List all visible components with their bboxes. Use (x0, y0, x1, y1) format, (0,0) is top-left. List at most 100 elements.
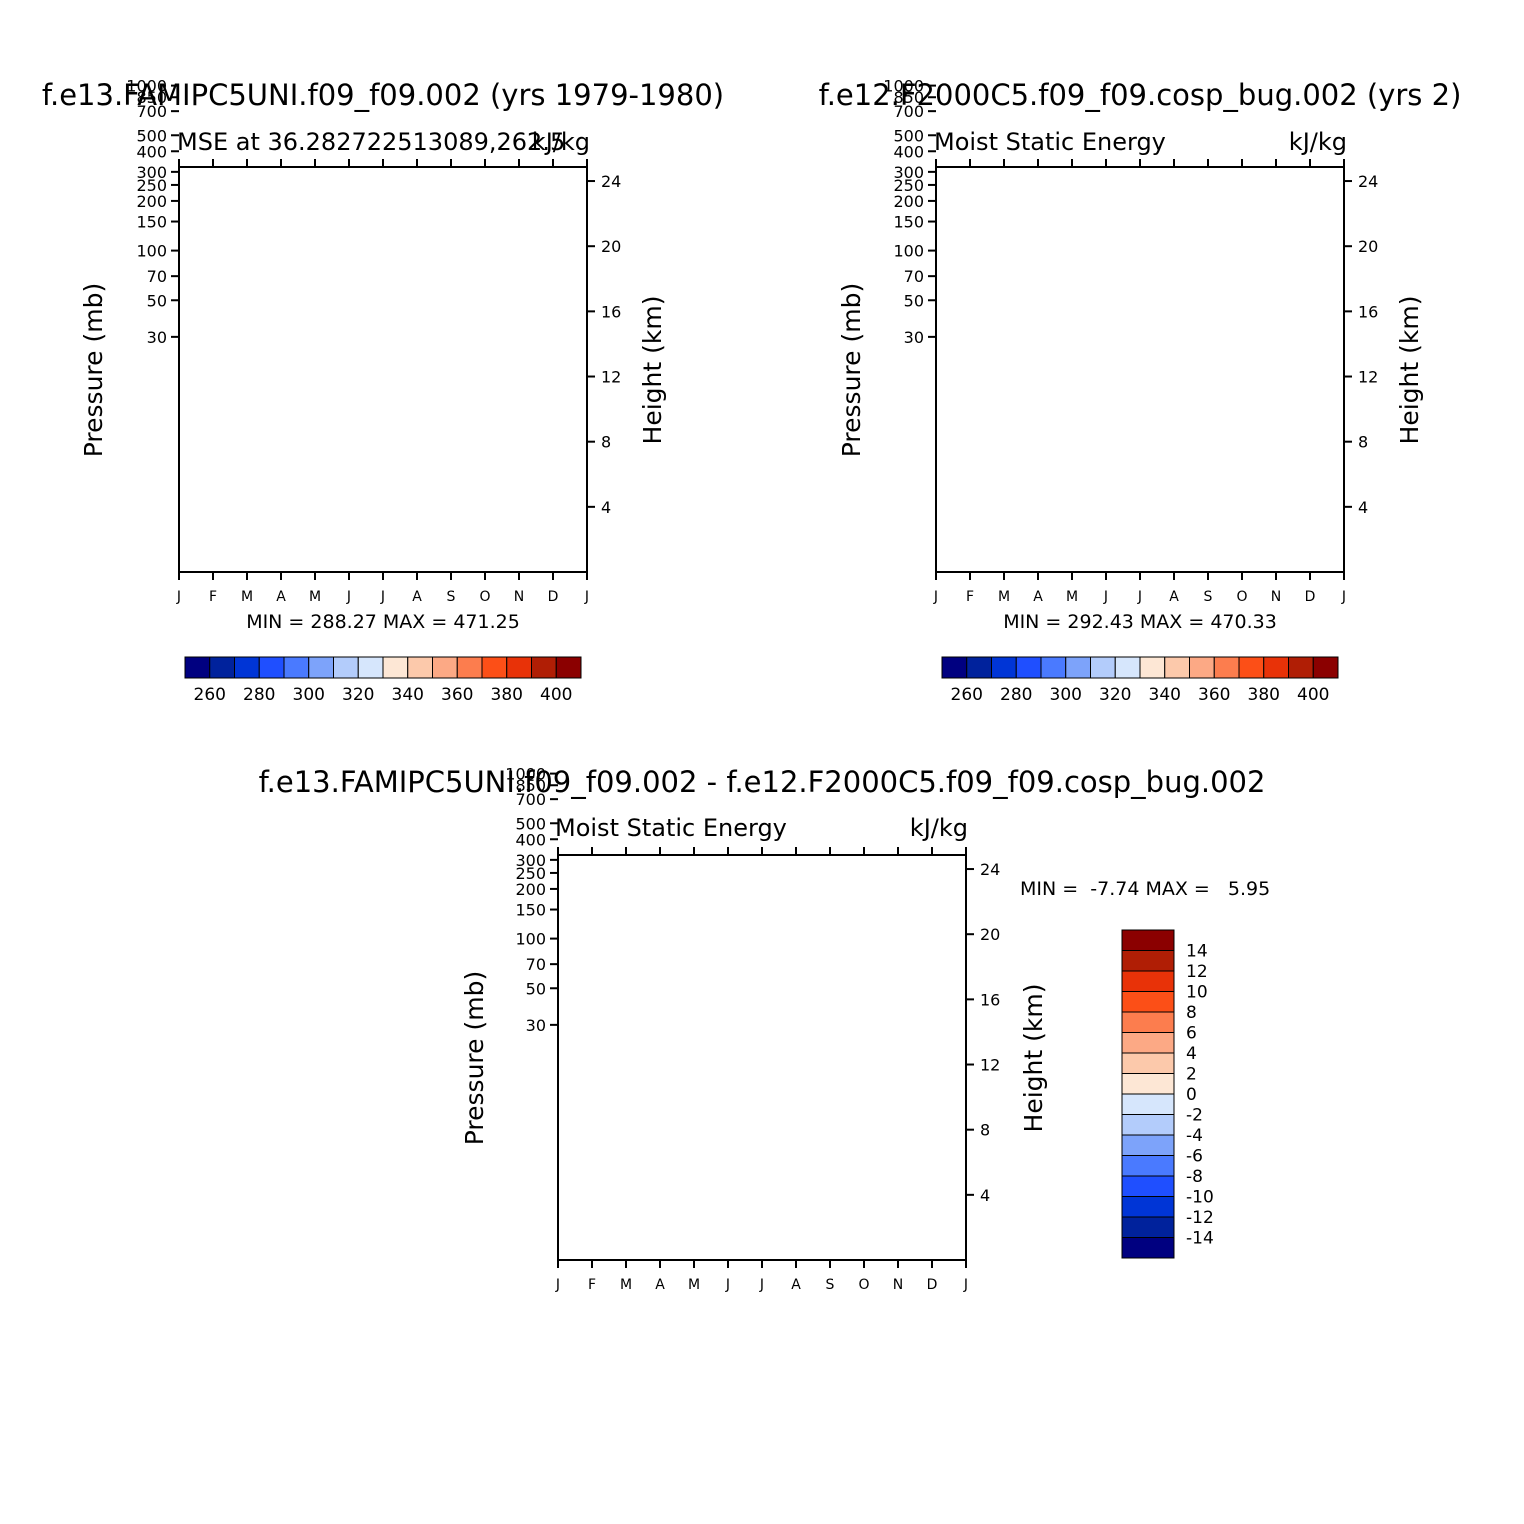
colorbar-label: -4 (1186, 1126, 1203, 1146)
colorbar-label: 320 (342, 685, 374, 705)
y-tick-label: 500 (515, 814, 546, 833)
colorbar-swatch (1121, 1175, 1175, 1197)
y-tick-label: 400 (515, 830, 546, 849)
x-tick-label: A (655, 1277, 665, 1293)
colorbar-label: 400 (540, 685, 572, 705)
x-tick-label: A (1033, 589, 1043, 605)
colorbar-swatch (1121, 1155, 1175, 1177)
colorbar-label: 400 (1297, 685, 1329, 705)
y-tick-label-right: 24 (601, 172, 621, 191)
y-tick-label: 150 (515, 901, 546, 920)
plot-frame (178, 166, 588, 573)
colorbar-swatch (1090, 656, 1116, 679)
colorbar-swatch (1189, 656, 1215, 679)
colorbar-swatch (1121, 950, 1175, 972)
colorbar-swatch (481, 656, 508, 679)
colorbar-swatch (555, 656, 582, 679)
colorbar-swatch (1238, 656, 1265, 679)
y-tick-label: 250 (136, 176, 167, 195)
y-tick-label: 700 (136, 102, 167, 121)
colorbar-label: 320 (1099, 685, 1131, 705)
x-tick-label: J (584, 589, 589, 605)
colorbar-label: 280 (243, 685, 275, 705)
colorbar-swatch (432, 656, 458, 679)
x-tick-label: J (1341, 589, 1346, 605)
y-tick-label: 100 (515, 930, 546, 949)
colorbar-label: 280 (1000, 685, 1032, 705)
colorbar-swatch (308, 656, 334, 679)
y-tick-label: 1000 (126, 77, 167, 96)
y-tick-label-right: 12 (980, 1056, 1000, 1075)
colorbar-swatch (1121, 1114, 1175, 1136)
y-tick-label: 70 (904, 267, 924, 286)
x-tick-label: J (1103, 589, 1108, 605)
x-tick-label: N (893, 1277, 903, 1293)
colorbar-swatch (1121, 1216, 1175, 1238)
x-tick-label: M (620, 1277, 632, 1293)
y-tick-label: 700 (893, 102, 924, 121)
y-tick-label: 70 (147, 267, 167, 286)
colorbar-swatch (1121, 1134, 1175, 1156)
colorbar-swatch (531, 656, 557, 679)
y-tick-label-right: 16 (601, 302, 621, 321)
colorbar-label: 4 (1186, 1044, 1197, 1064)
y-tick-label-right: 12 (1358, 368, 1378, 387)
x-tick-label: J (725, 1277, 730, 1293)
y-tick-label: 700 (515, 790, 546, 809)
colorbar-label: 6 (1186, 1024, 1197, 1044)
colorbar-label: -10 (1186, 1188, 1214, 1208)
y-tick-label: 1000 (883, 77, 924, 96)
y-tick-label-right: 24 (1358, 172, 1378, 191)
y-tick-label: 850 (136, 88, 167, 107)
colorbar-label: 380 (1248, 685, 1280, 705)
colorbar-swatch (1288, 656, 1314, 679)
colorbar-swatch (258, 656, 285, 679)
x-tick-label: F (966, 589, 974, 605)
y-tick-label: 50 (526, 979, 546, 998)
y-tick-label-right: 4 (1358, 498, 1368, 517)
y-tick-label-right: 20 (601, 237, 621, 256)
x-tick-label: M (1066, 589, 1078, 605)
colorbar-swatch (941, 656, 968, 679)
y-tick-label-right: 8 (1358, 433, 1368, 452)
panel3-ylabel-right: Height (km) (1019, 984, 1048, 1133)
y-tick-label: 300 (893, 163, 924, 182)
panel1-colorbar: 260 280 300 320 340 360 380 400 (184, 656, 582, 705)
panel3-subtitle-left: Moist Static Energy (555, 814, 787, 842)
colorbar-label: 260 (951, 685, 983, 705)
colorbar-swatch (1015, 656, 1042, 679)
panel1-subtitle-right: kJ/kg (532, 128, 590, 156)
y-tick-label-right: 12 (601, 368, 621, 387)
y-tick-label: 200 (136, 192, 167, 211)
y-tick-label: 500 (893, 126, 924, 145)
x-tick-label: J (555, 1277, 560, 1293)
colorbar-swatch (333, 656, 359, 679)
colorbar-label: 0 (1186, 1085, 1197, 1105)
y-tick-label: 100 (893, 242, 924, 261)
y-tick-label: 850 (893, 88, 924, 107)
colorbar-label: 12 (1186, 962, 1208, 982)
panel2-subtitle-left: Moist Static Energy (934, 128, 1166, 156)
colorbar-swatch (1114, 656, 1141, 679)
colorbar-label: -14 (1186, 1229, 1214, 1249)
colorbar-label: -2 (1186, 1106, 1203, 1126)
x-tick-label: J (380, 589, 385, 605)
colorbar-label: -6 (1186, 1147, 1203, 1167)
panel1-stats: MIN = 288.27 MAX = 471.25 (246, 611, 520, 633)
colorbar-swatch (1164, 656, 1190, 679)
colorbar-swatch (1121, 1093, 1175, 1115)
colorbar-swatch (1121, 991, 1175, 1013)
y-tick-label: 1000 (505, 765, 546, 784)
x-tick-label: N (1271, 589, 1281, 605)
y-tick-label: 250 (893, 176, 924, 195)
colorbar-swatch (283, 656, 310, 679)
x-tick-label: M (309, 589, 321, 605)
x-tick-label: D (548, 589, 559, 605)
colorbar-label: -12 (1186, 1208, 1214, 1228)
panel2-colorbar: 260 280 300 320 340 360 380 400 (941, 656, 1339, 705)
panel3-title: f.e13.FAMIPC5UNI.f09_f09.002 - f.e12.F20… (259, 765, 1266, 799)
colorbar-label: 300 (293, 685, 325, 705)
